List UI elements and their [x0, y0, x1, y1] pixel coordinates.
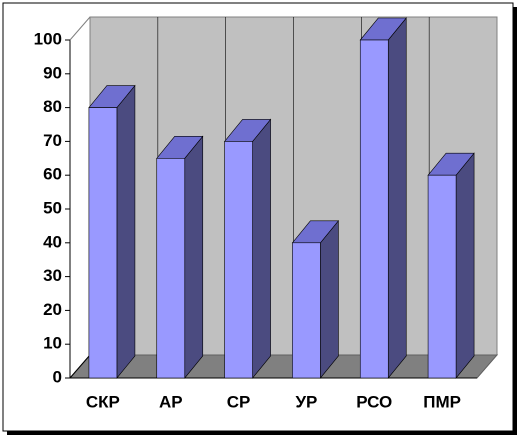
bar — [359, 39, 389, 379]
y-tick-label: 100 — [34, 29, 62, 48]
y-tick-label: 70 — [43, 131, 62, 150]
y-tick-label: 30 — [43, 266, 62, 285]
x-tick-label: СКР — [86, 392, 120, 411]
axis-depth — [69, 354, 91, 379]
bar — [427, 174, 457, 379]
x-tick-label: СР — [227, 392, 251, 411]
bar-side — [116, 84, 136, 379]
axis-depth — [69, 16, 91, 41]
bar — [224, 141, 253, 379]
y-tick-label: 0 — [53, 367, 62, 386]
bar-side — [387, 17, 407, 379]
x-tick-label: РСО — [356, 392, 392, 411]
y-tick-label: 20 — [43, 300, 62, 319]
y-tick-label: 40 — [43, 232, 62, 251]
bar-side — [252, 118, 271, 379]
bar — [156, 158, 186, 379]
bar — [88, 107, 118, 379]
y-tick-label: 50 — [43, 198, 62, 217]
y-tick-label: 10 — [43, 334, 62, 353]
bar-side — [184, 135, 204, 379]
x-tick-label: ПМР — [423, 392, 461, 411]
bar — [292, 242, 321, 379]
x-tick-label: УР — [295, 392, 317, 411]
bar-side — [455, 152, 475, 379]
y-tick-label: 80 — [43, 97, 62, 116]
bar-side — [320, 219, 339, 379]
y-tick-label: 60 — [43, 165, 62, 184]
x-tick-label: АР — [159, 392, 183, 411]
y-tick-label: 90 — [43, 63, 62, 82]
